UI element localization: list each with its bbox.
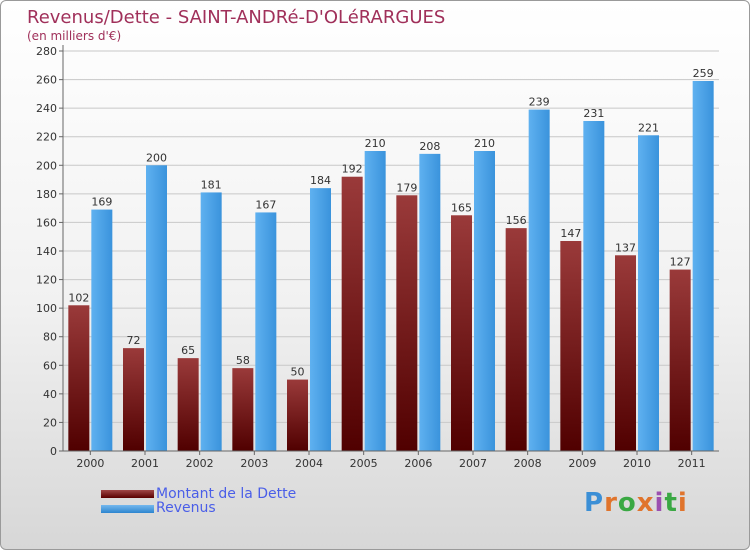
bar-revenue-2003 <box>255 212 277 451</box>
value-label-debt-2010: 137 <box>615 241 636 254</box>
y-tick-label: 20 <box>43 416 57 429</box>
logo-letter: t <box>664 488 678 518</box>
value-label-revenue-2010: 221 <box>638 121 659 134</box>
bar-revenue-2011 <box>692 81 714 451</box>
y-tick-label: 160 <box>36 216 57 229</box>
chart-subtitle: (en milliers d'€) <box>27 29 122 43</box>
x-tick-label: 2006 <box>404 457 432 470</box>
value-label-debt-2008: 156 <box>506 214 527 227</box>
bar-revenue-2006 <box>419 153 441 451</box>
proxiti-logo: Proxiti <box>584 488 688 518</box>
bar-revenue-2007 <box>474 151 495 451</box>
x-tick-label: 2009 <box>568 457 596 470</box>
value-label-revenue-2003: 167 <box>255 198 276 211</box>
x-tick-label: 2002 <box>186 457 214 470</box>
y-tick-label: 240 <box>36 102 57 115</box>
y-tick-label: 140 <box>36 245 57 258</box>
value-label-revenue-2000: 169 <box>91 196 112 209</box>
grid-lines <box>59 50 719 452</box>
bar-revenue-2010 <box>638 135 659 452</box>
bar-revenue-2008 <box>528 109 550 452</box>
value-label-revenue-2009: 231 <box>583 107 604 120</box>
y-tick-label: 200 <box>36 159 57 172</box>
value-label-debt-2003: 58 <box>236 354 250 367</box>
logo-letter: o <box>617 488 637 518</box>
bar-debt-2001 <box>123 348 144 451</box>
bar-debt-2008 <box>505 228 527 451</box>
y-tick-labels: 0 20 40 60 80 100 120 140 160 180 200 220 240 260 280 <box>36 45 57 458</box>
value-label-debt-2001: 72 <box>127 334 141 347</box>
value-label-revenue-2007: 210 <box>474 137 495 150</box>
bar-debt-2010 <box>615 255 636 451</box>
x-tick-labels: 2000 2001 2002 2003 2004 2005 2006 2007 2008 2009… <box>76 451 706 470</box>
y-tick-label: 120 <box>36 274 57 287</box>
value-label-debt-2006: 179 <box>396 181 417 194</box>
x-tick-label: 2005 <box>350 457 378 470</box>
bar-debt-2005 <box>341 176 363 451</box>
bar-debt-2000 <box>68 305 90 451</box>
value-label-debt-2000: 102 <box>68 291 89 304</box>
y-tick-label: 260 <box>36 74 57 87</box>
bar-debt-2011 <box>669 269 691 451</box>
bar-revenue-2005 <box>364 151 386 451</box>
y-tick-label: 40 <box>43 388 57 401</box>
axes <box>62 45 719 452</box>
x-tick-label: 2000 <box>76 457 104 470</box>
legend-label-debt: Montant de la Dette <box>156 486 297 502</box>
bar-revenue-2001 <box>146 165 167 452</box>
y-tick-label: 80 <box>43 331 57 344</box>
logo-letter: P <box>584 488 605 518</box>
x-tick-label: 2007 <box>459 457 487 470</box>
value-label-debt-2002: 65 <box>181 344 195 357</box>
bar-revenue-2000 <box>91 209 113 451</box>
value-label-debt-2005: 192 <box>342 163 363 176</box>
value-label-debt-2007: 165 <box>451 201 472 214</box>
y-tick-label: 280 <box>36 45 57 58</box>
logo-letter: i <box>677 488 688 518</box>
value-label-revenue-2004: 184 <box>310 174 331 187</box>
y-tick-label: 180 <box>36 188 57 201</box>
value-label-debt-2009: 147 <box>560 227 581 240</box>
y-tick-label: 100 <box>36 302 57 315</box>
value-label-revenue-2008: 239 <box>529 96 550 109</box>
value-label-revenue-2006: 208 <box>419 140 440 153</box>
legend-label-revenue: Revenus <box>156 500 216 516</box>
y-tick-label: 220 <box>36 131 57 144</box>
value-label-revenue-2005: 210 <box>365 137 386 150</box>
value-label-revenue-2002: 181 <box>201 178 222 191</box>
bar-debt-2003 <box>232 368 254 451</box>
x-tick-label: 2011 <box>678 457 706 470</box>
x-tick-label: 2008 <box>514 457 542 470</box>
x-tick-label: 2010 <box>623 457 651 470</box>
legend-swatch-revenue <box>101 505 154 513</box>
y-tick-label: 0 <box>50 445 57 458</box>
bar-debt-2002 <box>177 358 199 451</box>
value-label-revenue-2001: 200 <box>146 151 167 164</box>
bar-revenue-2009 <box>583 121 605 451</box>
logo-letter: r <box>604 488 618 518</box>
bars <box>68 81 714 452</box>
x-tick-label: 2001 <box>131 457 159 470</box>
value-label-debt-2004: 50 <box>291 366 305 379</box>
value-label-revenue-2011: 259 <box>693 67 714 80</box>
bar-revenue-2004 <box>310 188 331 451</box>
value-labels: 1021697220065181581675018419221017920816… <box>68 67 713 379</box>
bar-debt-2007 <box>451 215 472 451</box>
x-tick-label: 2004 <box>295 457 323 470</box>
bar-debt-2004 <box>287 379 308 451</box>
bar-debt-2009 <box>560 241 582 451</box>
y-tick-label: 60 <box>43 359 57 372</box>
bar-revenue-2002 <box>200 192 222 451</box>
chart-title: Revenus/Dette - SAINT-ANDRé-D'OLéRARGUES <box>27 7 446 28</box>
value-label-debt-2011: 127 <box>670 256 691 269</box>
x-tick-label: 2003 <box>240 457 268 470</box>
legend-swatch-debt <box>101 490 154 498</box>
bar-debt-2006 <box>396 195 418 451</box>
logo-letter: i <box>654 488 665 518</box>
logo-letter: x <box>636 488 655 518</box>
